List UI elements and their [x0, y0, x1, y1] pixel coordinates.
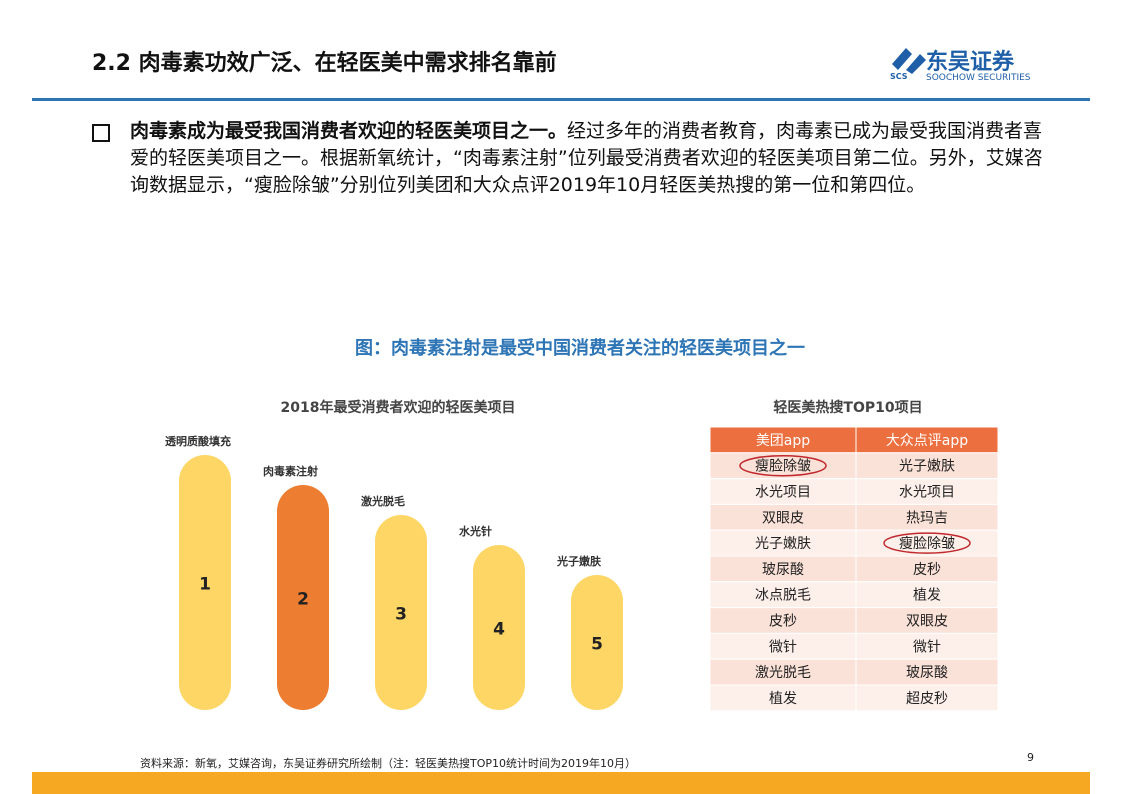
pill: [277, 485, 329, 710]
pill: [571, 575, 623, 710]
logo-icon: [888, 44, 928, 78]
cell-text: 微针: [769, 639, 797, 655]
pill: [375, 515, 427, 710]
ranking-title: 2018年最受消费者欢迎的轻医美项目: [281, 399, 516, 416]
table-title: 轻医美热搜TOP10项目: [773, 399, 922, 416]
header-text: 大众点评app: [886, 433, 968, 449]
cell: [709, 684, 857, 712]
figure-caption: 图：肉毒素注射是最受中国消费者关注的轻医美项目之一: [355, 338, 805, 359]
cell-text: 瘦脸除皱: [899, 535, 955, 552]
cell-text: 光子嫩肤: [899, 459, 955, 475]
cell-text: 双眼皮: [762, 510, 804, 526]
bullet-text: 肉毒素成为最受我国消费者欢迎的轻医美项目之一。经过多年的消费者教育，肉毒素已成为…: [130, 118, 1045, 199]
cell: [709, 607, 857, 634]
cell: [855, 452, 999, 480]
rank-label: 4: [493, 620, 505, 640]
logo-svg: [892, 48, 926, 74]
cell: [855, 607, 999, 634]
title: 2.2 肉毒素功效广泛、在轻医美中需求排名靠前: [92, 51, 557, 76]
cell-text: 植发: [913, 588, 941, 604]
logo-cn: 东吴证券: [926, 50, 1015, 75]
pill: [473, 545, 525, 710]
cell: [709, 452, 857, 480]
cell-text: 激光脱毛: [755, 664, 811, 681]
page-number: 9: [1027, 751, 1034, 764]
header-text: 美团app: [756, 433, 810, 449]
item-label: 透明质酸填充: [165, 434, 231, 448]
pill: [179, 455, 231, 710]
footer-bar: [32, 772, 1090, 794]
cell-text: 水光项目: [755, 485, 811, 501]
source: 资料来源：新氧，艾媒咨询，东吴证券研究所绘制（注：轻医美热搜TOP10统计时间为…: [140, 757, 636, 770]
bullet-box: [92, 124, 110, 142]
cell-text: 玻尿酸: [906, 665, 948, 681]
cell-text: 皮秒: [913, 562, 941, 578]
rank-label: 2: [297, 590, 309, 610]
cell-text: 微针: [913, 639, 941, 655]
bullet-bold: 肉毒素成为最受我国消费者欢迎的轻医美项目之一。: [130, 120, 568, 142]
logo-shape: [892, 48, 926, 74]
logo-en: SOOCHOW SECURITIES: [926, 73, 1031, 83]
item-label: 光子嫩肤: [556, 554, 602, 568]
item-label: 激光脱毛: [361, 494, 405, 508]
cell: [709, 503, 857, 531]
cell-text: 水光项目: [899, 485, 955, 501]
cell-text: 热玛吉: [906, 510, 948, 526]
cell: [855, 684, 999, 712]
header-cell: [855, 426, 999, 454]
cell: [709, 555, 857, 583]
cell: [855, 503, 999, 531]
cell-text: 超皮秒: [906, 691, 948, 707]
cell-text: 植发: [769, 691, 797, 707]
logo-mark: SCS: [890, 72, 908, 81]
cell: [855, 555, 999, 583]
circle-highlight: [883, 532, 971, 554]
cell: [855, 529, 999, 557]
cell-text: 皮秒: [769, 614, 797, 630]
cell-text: 瘦脸除皱: [755, 458, 811, 475]
cell-text: 玻尿酸: [762, 562, 804, 578]
rank-label: 3: [395, 605, 407, 625]
item-label: 肉毒素注射: [263, 464, 318, 478]
bullet-body: 经过多年的消费者教育，肉毒素已成为最受我国消费者喜爱的轻医美项目之一。根据新氧统…: [130, 120, 1043, 196]
cell-text: 双眼皮: [906, 614, 948, 630]
rank-label: 1: [199, 575, 211, 595]
cell: [855, 478, 999, 505]
item-label: 水光针: [459, 524, 492, 538]
rank-label: 5: [591, 635, 603, 655]
cell-text: 光子嫩肤: [755, 536, 811, 552]
circle-highlight: [739, 454, 827, 477]
header-rule: [32, 98, 1090, 101]
cell-text: 冰点脱毛: [755, 588, 811, 604]
